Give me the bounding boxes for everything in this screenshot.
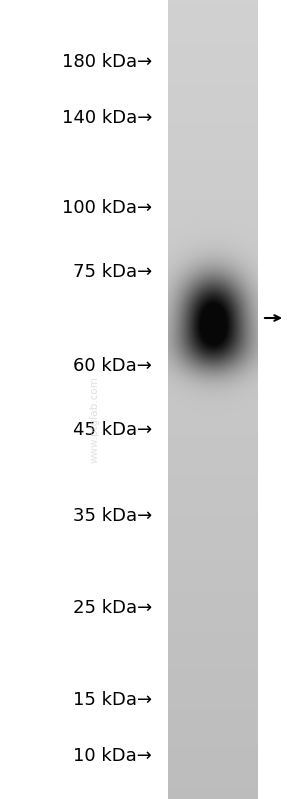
Text: 60 kDa→: 60 kDa→ <box>73 357 152 375</box>
Text: 75 kDa→: 75 kDa→ <box>73 263 152 281</box>
Text: www.ptglab.com: www.ptglab.com <box>90 376 100 463</box>
Text: 180 kDa→: 180 kDa→ <box>62 53 152 71</box>
Text: 10 kDa→: 10 kDa→ <box>73 747 152 765</box>
Text: 140 kDa→: 140 kDa→ <box>62 109 152 127</box>
Text: 45 kDa→: 45 kDa→ <box>73 421 152 439</box>
Text: 35 kDa→: 35 kDa→ <box>73 507 152 525</box>
Text: 25 kDa→: 25 kDa→ <box>73 599 152 617</box>
Text: 100 kDa→: 100 kDa→ <box>62 199 152 217</box>
Text: 15 kDa→: 15 kDa→ <box>73 691 152 709</box>
